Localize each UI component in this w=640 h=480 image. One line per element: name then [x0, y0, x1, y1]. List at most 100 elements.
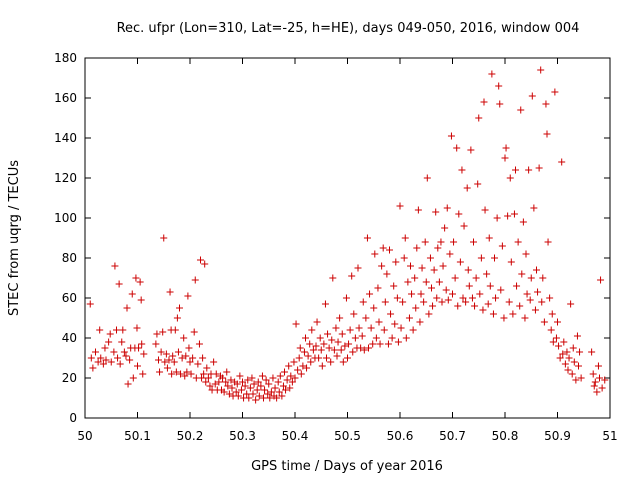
data-point: [548, 310, 556, 318]
data-point: [169, 352, 177, 360]
data-point: [367, 324, 375, 332]
data-point: [122, 352, 130, 360]
data-point: [201, 260, 209, 268]
data-point: [159, 328, 167, 336]
data-point: [181, 372, 189, 380]
data-point: [285, 362, 293, 370]
data-point: [165, 356, 173, 364]
data-point: [338, 330, 346, 338]
data-point: [236, 372, 244, 380]
data-point: [206, 382, 214, 390]
data-point: [333, 352, 341, 360]
data-point: [134, 362, 141, 370]
plot-frame: [84, 57, 611, 419]
data-point: [279, 382, 287, 390]
x-tick-label: 50.5: [334, 429, 361, 443]
data-point: [394, 338, 402, 346]
data-point: [234, 392, 242, 400]
data-point: [564, 366, 572, 374]
data-point: [171, 326, 179, 334]
data-point: [470, 238, 477, 246]
data-point: [351, 334, 359, 342]
data-point: [563, 348, 571, 356]
data-point: [264, 390, 272, 398]
data-point: [295, 354, 303, 362]
data-point: [543, 130, 551, 138]
data-point: [275, 388, 283, 396]
data-point: [537, 66, 545, 74]
data-point: [292, 320, 300, 328]
data-point: [593, 388, 601, 396]
data-point: [299, 362, 307, 370]
data-point: [255, 392, 263, 400]
data-point: [317, 346, 325, 354]
data-point: [344, 354, 351, 362]
data-point: [483, 270, 491, 278]
data-point: [160, 234, 168, 242]
data-point: [113, 326, 120, 334]
data-point: [202, 378, 210, 386]
data-point: [409, 326, 417, 334]
data-point: [455, 210, 463, 218]
data-point: [568, 370, 576, 378]
data-point: [401, 234, 409, 242]
data-point: [258, 372, 266, 380]
data-point: [418, 264, 426, 272]
data-point: [514, 238, 522, 246]
data-point: [509, 310, 517, 318]
data-point: [363, 234, 371, 242]
data-point: [237, 386, 245, 394]
data-point: [459, 294, 467, 302]
data-point: [516, 302, 524, 310]
y-tick-label: 160: [54, 91, 77, 105]
data-point: [510, 210, 518, 218]
data-point: [381, 298, 389, 306]
data-point: [138, 340, 146, 348]
data-point: [194, 360, 202, 368]
y-tick-label: 180: [54, 51, 77, 65]
data-point: [128, 290, 136, 298]
data-point: [135, 344, 143, 352]
data-point: [321, 300, 329, 308]
chart-title: Rec. ufpr (Lon=310, Lat=-25, h=HE), days…: [117, 21, 580, 36]
data-point: [267, 388, 275, 396]
data-point: [222, 378, 230, 386]
data-point: [89, 364, 97, 372]
data-point: [303, 364, 311, 372]
data-point: [451, 274, 459, 282]
data-point: [429, 302, 437, 310]
data-point: [86, 300, 94, 308]
data-point: [359, 298, 367, 306]
data-point: [332, 324, 340, 332]
data-point: [278, 392, 286, 400]
data-point: [450, 238, 458, 246]
data-point: [170, 358, 178, 366]
data-point: [443, 204, 451, 212]
data-point: [565, 354, 573, 362]
data-point: [412, 304, 420, 312]
data-point: [358, 332, 366, 340]
data-point: [360, 346, 368, 354]
data-point: [204, 374, 212, 382]
data-point: [168, 370, 176, 378]
data-point: [387, 310, 395, 318]
data-point: [601, 376, 609, 384]
data-point: [388, 334, 396, 342]
data-point: [476, 290, 484, 298]
data-point: [477, 254, 485, 262]
data-point: [458, 166, 466, 174]
data-point: [97, 354, 105, 362]
data-point: [210, 358, 218, 366]
data-point: [184, 292, 192, 300]
data-point: [271, 384, 279, 392]
data-point: [195, 340, 203, 348]
data-point: [397, 324, 405, 332]
data-point: [518, 270, 526, 278]
data-point: [392, 258, 400, 266]
y-axis-label: STEC from uqrg / TECUs: [7, 160, 22, 316]
data-point: [391, 320, 399, 328]
data-point: [330, 346, 338, 354]
data-point: [129, 374, 137, 382]
x-tick-label: 50.8: [492, 429, 519, 443]
data-point: [316, 334, 324, 342]
